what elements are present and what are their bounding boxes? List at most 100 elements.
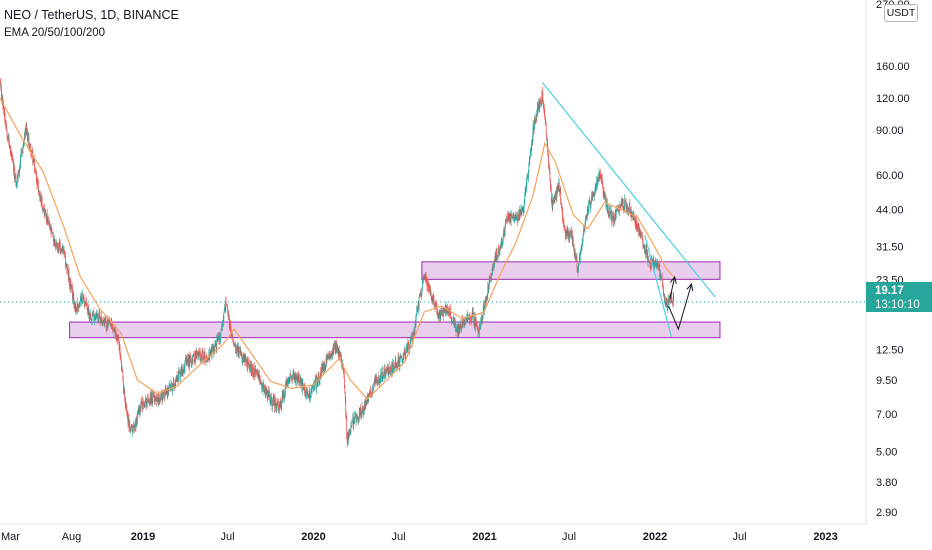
candle-body bbox=[578, 263, 580, 265]
candle-body bbox=[51, 228, 52, 232]
candle-body bbox=[181, 370, 183, 374]
candle-body bbox=[441, 310, 442, 312]
price-axis[interactable]: 160.00120.0090.0060.0044.0031.5023.5012.… bbox=[876, 0, 910, 519]
candle-body bbox=[495, 254, 497, 263]
candle-body bbox=[379, 380, 380, 383]
candle-body bbox=[180, 366, 182, 373]
candle-body bbox=[18, 171, 20, 173]
candle-body bbox=[157, 393, 159, 400]
candle-body bbox=[500, 247, 501, 249]
candle-body bbox=[172, 380, 174, 385]
candle-body bbox=[345, 415, 347, 418]
candle-body bbox=[226, 304, 227, 305]
candle-body bbox=[450, 314, 452, 316]
candle-body bbox=[507, 214, 509, 217]
zone-1[interactable] bbox=[421, 261, 721, 280]
candle-body bbox=[636, 227, 638, 230]
candle-body bbox=[368, 394, 370, 396]
candle-body bbox=[432, 296, 434, 304]
candle-body bbox=[638, 228, 640, 235]
projection-arrow-1[interactable] bbox=[668, 283, 692, 331]
candle-body bbox=[143, 402, 145, 405]
candle-body bbox=[629, 202, 631, 207]
candle-body bbox=[234, 343, 236, 346]
candle-body bbox=[355, 416, 356, 418]
candle-body bbox=[532, 136, 533, 144]
candle-body bbox=[334, 342, 335, 347]
candle-body bbox=[364, 404, 365, 411]
candle-body bbox=[286, 380, 287, 386]
candle-body bbox=[570, 232, 571, 234]
candle-body bbox=[144, 405, 145, 408]
candle-body bbox=[601, 179, 603, 184]
zone-2[interactable] bbox=[69, 321, 721, 339]
candle-body bbox=[672, 302, 674, 306]
candle-body bbox=[660, 274, 661, 276]
projection-arrows[interactable] bbox=[668, 275, 694, 331]
projection-arrow-2[interactable] bbox=[669, 276, 676, 299]
candle-body bbox=[392, 362, 393, 374]
candle-body bbox=[102, 320, 104, 323]
candle-body bbox=[651, 260, 653, 262]
candle-body bbox=[407, 346, 408, 352]
candle-body bbox=[458, 328, 460, 332]
trendlines[interactable] bbox=[541, 82, 716, 338]
candle-body bbox=[479, 326, 481, 328]
candle-body bbox=[354, 416, 356, 418]
candle-body bbox=[63, 249, 64, 254]
candle-body bbox=[607, 202, 608, 211]
candle-body bbox=[280, 402, 282, 407]
candle-body bbox=[656, 264, 657, 266]
candle-body bbox=[35, 170, 36, 172]
candle-body bbox=[115, 329, 116, 336]
candle-body bbox=[19, 167, 20, 173]
candle-body bbox=[181, 367, 183, 371]
candle-body bbox=[303, 386, 305, 390]
trendline-1[interactable] bbox=[541, 82, 716, 298]
candle-body bbox=[460, 327, 462, 329]
currency-unit-button[interactable]: USDT bbox=[884, 4, 918, 22]
candle-body bbox=[302, 382, 304, 384]
candle-body bbox=[622, 199, 624, 205]
candle-body bbox=[381, 372, 383, 381]
candle-body bbox=[565, 231, 567, 239]
candle-body bbox=[41, 197, 42, 205]
candle-body bbox=[20, 155, 21, 166]
support-resistance-zones[interactable] bbox=[69, 261, 721, 339]
candle-body bbox=[485, 299, 486, 303]
candle-body bbox=[621, 201, 623, 205]
candle-body bbox=[75, 307, 77, 310]
candle-body bbox=[164, 390, 165, 397]
time-axis[interactable]: Mar Aug 2019 Jul 2020 Jul 2021 Jul 2022 Jul 2023 bbox=[1, 531, 838, 543]
candle-body bbox=[630, 209, 632, 212]
time-tick-label: Jul bbox=[391, 531, 405, 543]
time-tick-label: Jul bbox=[562, 531, 576, 543]
candle-body bbox=[590, 205, 591, 210]
candle-body bbox=[353, 421, 355, 424]
trendline-2[interactable] bbox=[644, 234, 672, 338]
candle-body bbox=[102, 322, 104, 323]
candle-body bbox=[456, 328, 457, 331]
candle-body bbox=[125, 401, 127, 406]
candle-body bbox=[69, 281, 71, 287]
candle-body bbox=[162, 394, 164, 396]
candle-body bbox=[271, 399, 273, 406]
indicator-legend[interactable]: EMA 20/50/100/200 bbox=[4, 27, 106, 39]
candle-body bbox=[26, 126, 27, 135]
candle-body bbox=[167, 387, 169, 395]
candle-body bbox=[260, 382, 262, 384]
candle-body bbox=[440, 309, 442, 314]
candle-body bbox=[210, 350, 212, 353]
candle-body bbox=[149, 398, 151, 404]
candle-body bbox=[435, 303, 437, 305]
candle-body bbox=[310, 388, 312, 396]
candle-body bbox=[444, 307, 446, 313]
candle-body bbox=[180, 372, 182, 374]
candle-body bbox=[528, 163, 530, 172]
candle-body bbox=[666, 304, 668, 306]
candle-body bbox=[200, 358, 202, 361]
candle-body bbox=[337, 349, 339, 353]
candle-body bbox=[630, 210, 632, 217]
candle-body bbox=[470, 320, 472, 322]
